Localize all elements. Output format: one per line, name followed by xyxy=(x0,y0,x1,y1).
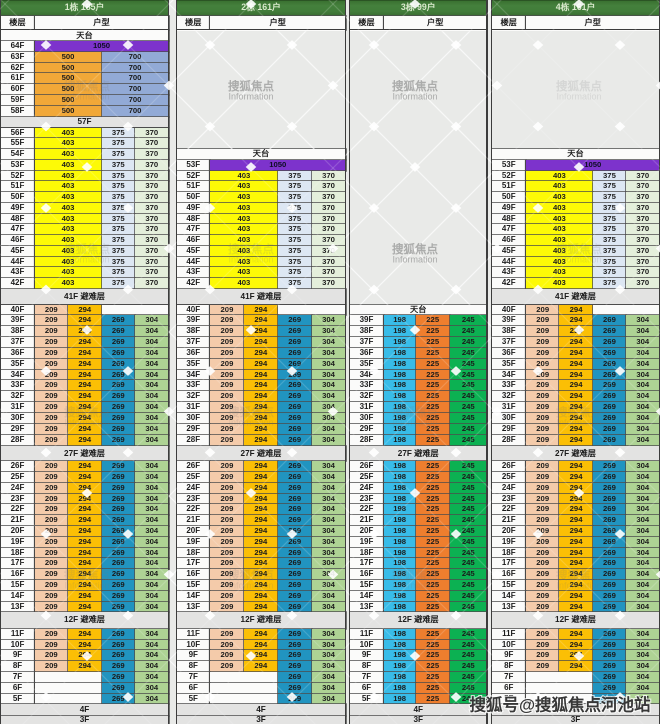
svg-text:搜狐焦点: 搜狐焦点 xyxy=(392,79,438,93)
svg-text:Information: Information xyxy=(228,92,273,102)
svg-text:搜狐焦点: 搜狐焦点 xyxy=(392,79,438,93)
svg-text:Information: Information xyxy=(392,92,437,102)
svg-text:搜狐焦点: 搜狐焦点 xyxy=(228,79,274,93)
svg-text:Information: Information xyxy=(392,255,437,265)
svg-text:搜狐焦点: 搜狐焦点 xyxy=(392,242,438,256)
svg-text:搜狐焦点: 搜狐焦点 xyxy=(556,79,602,93)
svg-text:搜狐焦点: 搜狐焦点 xyxy=(228,79,274,93)
svg-text:Information: Information xyxy=(228,92,273,102)
svg-text:Information: Information xyxy=(556,92,601,102)
svg-text:Information: Information xyxy=(556,92,601,102)
svg-text:Information: Information xyxy=(392,255,437,265)
svg-text:搜狐焦点: 搜狐焦点 xyxy=(392,242,438,256)
svg-text:Information: Information xyxy=(392,92,437,102)
svg-text:搜狐焦点: 搜狐焦点 xyxy=(556,79,602,93)
